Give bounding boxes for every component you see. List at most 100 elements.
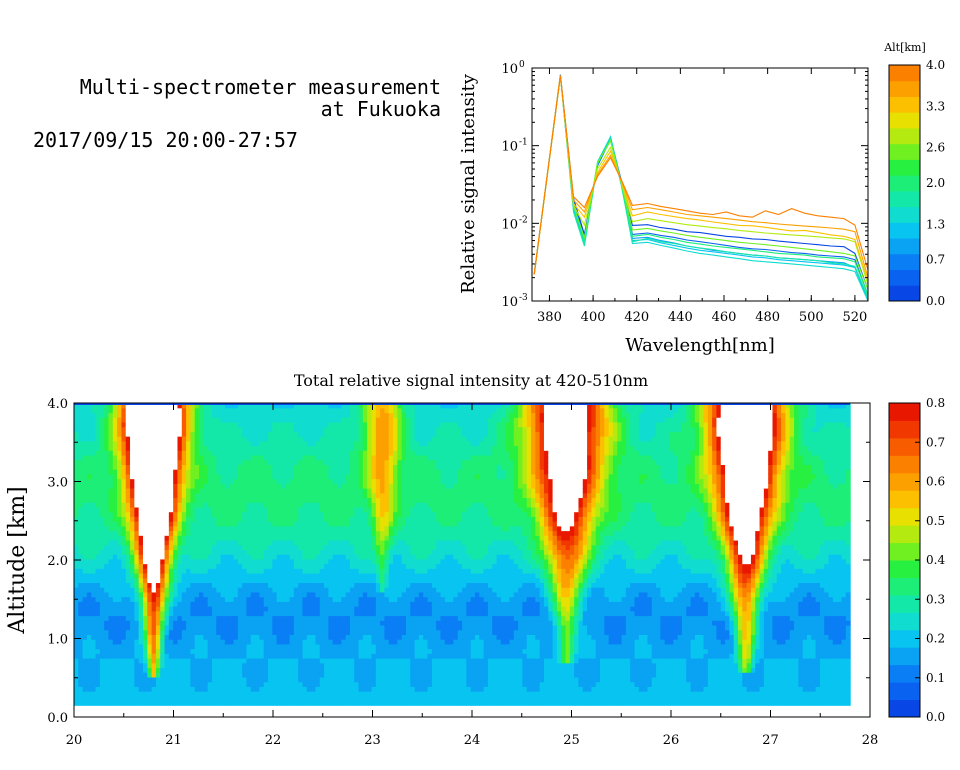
heatmap-cell [207, 407, 213, 414]
heatmap-cell [276, 563, 282, 569]
heatmap-cell [324, 454, 329, 461]
heatmap-cell [147, 539, 153, 546]
altitude-colorbar-label: 2.6 [926, 141, 945, 155]
heatmap-cell [142, 521, 148, 527]
heatmap-cell [125, 483, 131, 489]
heatmap-cell [237, 596, 243, 602]
heatmap-cell [255, 521, 260, 527]
heatmap-cell [86, 539, 92, 546]
heatmap-cell [207, 554, 213, 560]
heatmap-cell [298, 516, 304, 522]
heatmap-cell [306, 511, 312, 517]
heatmap-cell [168, 700, 174, 706]
heatmap-cell [375, 421, 381, 428]
heatmap-cell [367, 459, 373, 465]
heatmap-cell [362, 464, 368, 470]
heatmap-cell [255, 412, 260, 418]
heatmap-cell [397, 577, 403, 584]
heatmap-cell [164, 535, 170, 541]
heatmap-cell [349, 403, 355, 409]
heatmap-cell [298, 662, 304, 669]
heatmap-cell [302, 497, 308, 503]
heatmap-cell [259, 464, 265, 470]
heatmap-cell [224, 497, 230, 503]
heatmap-cell [268, 658, 273, 664]
heatmap-cell [186, 549, 192, 555]
heatmap-cell [121, 568, 127, 574]
heatmap-cell [108, 658, 114, 664]
heatmap-cell [388, 587, 394, 593]
heatmap-cell [112, 516, 118, 522]
heatmap-cell [121, 440, 127, 447]
heatmap-cell [199, 426, 204, 432]
heatmap-cell [142, 558, 148, 565]
heatmap-cell [371, 667, 377, 673]
heatmap-cell [397, 691, 403, 697]
heatmap-cell [233, 421, 239, 428]
heatmap-cell [199, 450, 204, 456]
heatmap-cell [86, 700, 92, 706]
heatmap-cell [259, 440, 265, 447]
heatmap-cell [86, 431, 92, 437]
heatmap-cell [380, 417, 386, 423]
heatmap-cell [147, 530, 153, 536]
heatmap-cell [268, 573, 273, 579]
heatmap-cell [371, 615, 377, 621]
heatmap-cell [324, 606, 329, 612]
heatmap-cell [388, 544, 394, 550]
heatmap-cell [220, 648, 226, 654]
figure-title-line2: at Fukuoka [320, 97, 441, 121]
heatmap-cell [147, 568, 153, 574]
heatmap-cell [332, 502, 338, 508]
heatmap-cell [306, 615, 312, 621]
heatmap-cell [99, 672, 105, 678]
altitude-colorbar-swatch [889, 285, 920, 302]
heatmap-cell [345, 554, 351, 560]
heatmap-cell [224, 653, 230, 659]
heatmap-cell [362, 620, 368, 626]
altitude-colorbar-swatch [889, 143, 920, 160]
heatmap-cell [117, 403, 123, 409]
heatmap-cell [268, 516, 273, 522]
heatmap-cell [99, 648, 105, 654]
heatmap-cell [276, 530, 282, 536]
heatmap-cell [112, 521, 118, 527]
heatmap-cell [289, 464, 295, 470]
heatmap-cell [311, 530, 317, 536]
heatmap-cell [337, 445, 342, 451]
heatmap-cell [276, 643, 282, 650]
heatmap-cell [203, 464, 209, 470]
heatmap-cell [328, 454, 334, 461]
heatmap-cell [388, 582, 394, 588]
heatmap-cell [397, 563, 403, 569]
heatmap-cell [112, 558, 118, 565]
heatmap-cell [289, 525, 295, 532]
heatmap-cell [302, 450, 308, 456]
heatmap-cell [358, 643, 364, 650]
heatmap-cell [250, 473, 256, 480]
heatmap-cell [112, 497, 118, 503]
heatmap-cell [255, 525, 260, 532]
heatmap-cell [393, 459, 398, 465]
heatmap-cell [289, 417, 295, 423]
heatmap-cell [302, 662, 308, 669]
heatmap-cell [86, 469, 92, 475]
heatmap-cell [177, 606, 183, 612]
heatmap-cell [285, 502, 291, 508]
heatmap-cell [181, 577, 187, 584]
heatmap-cell [319, 662, 325, 669]
heatmap-cell [393, 681, 398, 687]
heatmap-cell [272, 587, 278, 593]
heatmap-cell [229, 563, 235, 569]
heatmap-cell [177, 440, 183, 447]
heatmap-cell [324, 488, 329, 494]
heatmap-cell [341, 634, 347, 640]
heatmap-cell [328, 615, 334, 621]
heatmap-cell [341, 544, 347, 550]
heatmap-cell [190, 535, 196, 541]
heatmap-cell [272, 606, 278, 612]
heatmap-cell [242, 492, 248, 499]
heatmap-cell [255, 653, 260, 659]
heatmap-cell [285, 454, 291, 461]
heatmap-cell [186, 516, 192, 522]
